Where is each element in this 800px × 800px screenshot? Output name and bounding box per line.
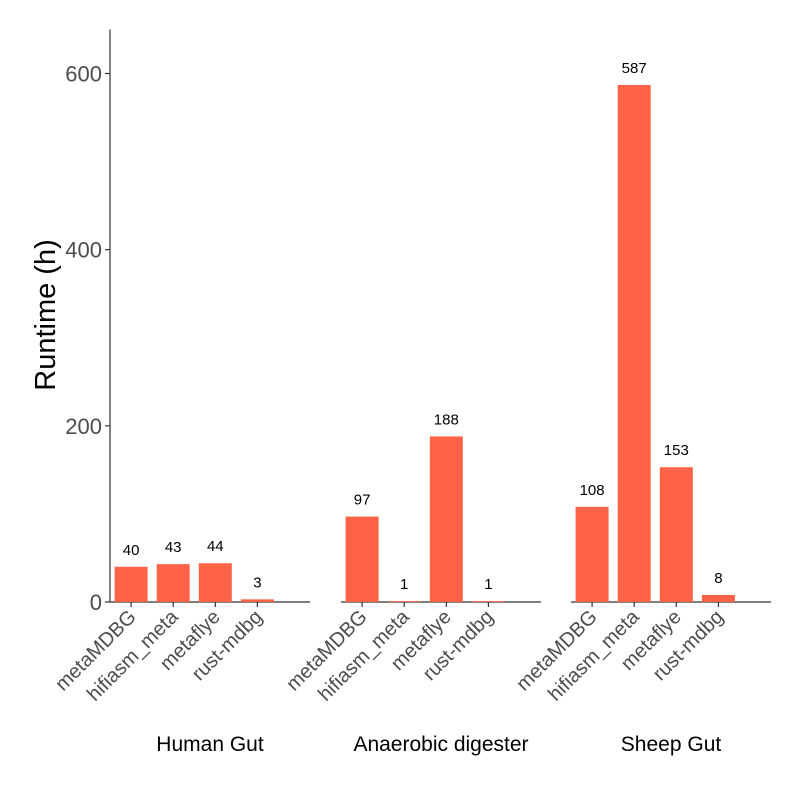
y-tick-label: 400 — [65, 238, 102, 263]
data-label: 8 — [714, 570, 722, 587]
y-axis-label: Runtime (h) — [30, 239, 62, 391]
facet-panels: 40metaMDBG43hifiasm_meta44metaflye3rust-… — [51, 60, 771, 756]
bar — [575, 506, 609, 602]
bar — [659, 467, 693, 602]
y-axis: 0 200 400 600 — [65, 29, 111, 615]
data-label: 587 — [622, 60, 647, 77]
data-label: 40 — [123, 542, 140, 559]
bar — [617, 84, 651, 602]
facet-panel: 108metaMDBG587hifiasm_meta153metaflye8ru… — [512, 60, 771, 756]
facet-label: Sheep Gut — [621, 733, 722, 756]
facet-panel: 40metaMDBG43hifiasm_meta44metaflye3rust-… — [51, 538, 310, 756]
data-label: 1 — [484, 576, 492, 593]
bar — [240, 599, 274, 602]
data-label: 1 — [400, 576, 408, 593]
data-label: 43 — [165, 539, 182, 556]
y-tick-label: 200 — [65, 414, 102, 439]
data-label: 153 — [664, 442, 689, 459]
data-label: 108 — [580, 482, 605, 499]
y-tick-label: 600 — [65, 62, 102, 87]
facet-label: Human Gut — [156, 733, 264, 756]
y-tick-label: 0 — [90, 590, 102, 615]
data-label: 3 — [253, 574, 261, 591]
bar — [429, 436, 463, 602]
bar — [471, 601, 505, 603]
facet-label: Anaerobic digester — [353, 733, 528, 756]
bar — [387, 601, 421, 603]
bar — [345, 516, 379, 602]
bar — [198, 563, 232, 602]
bar — [701, 594, 735, 602]
facet-panel: 97metaMDBG1hifiasm_meta188metaflye1rust-… — [282, 411, 541, 756]
data-label: 188 — [434, 411, 459, 428]
bar — [114, 566, 148, 602]
data-label: 97 — [354, 492, 371, 509]
bar — [156, 564, 190, 602]
data-label: 44 — [207, 538, 224, 555]
